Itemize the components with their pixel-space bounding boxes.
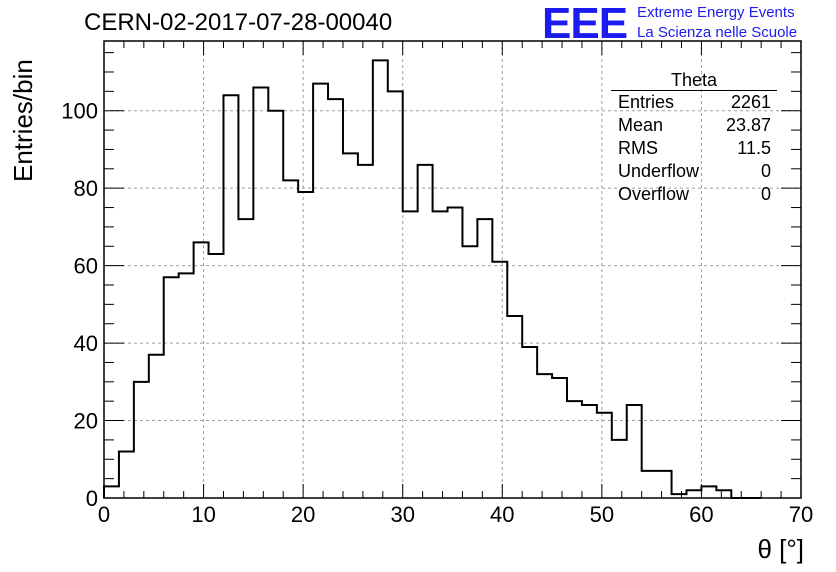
x-tick-label: 10 [191, 502, 215, 527]
histogram-bin [477, 219, 492, 498]
logo-line-2: La Scienza nelle Scuole [637, 24, 798, 41]
stats-box: Theta Entries 2261 Mean 23.87 RMS 11.5 U… [611, 70, 777, 206]
plot-frame [103, 40, 802, 499]
histogram-bin [642, 471, 657, 498]
x-axis-label: θ [°] [757, 534, 804, 564]
x-tick-label: 70 [789, 502, 813, 527]
histogram-bin [194, 242, 209, 498]
y-axis-label: Entries/bin [8, 59, 38, 182]
histogram-bin [238, 219, 253, 498]
stats-label: Overflow [618, 184, 690, 204]
x-tick-label: 50 [590, 502, 614, 527]
histogram-bin [597, 413, 612, 498]
stats-label: Mean [618, 115, 664, 135]
histogram-bin [433, 211, 448, 498]
histogram-bin [223, 95, 238, 498]
stats-row-rms: RMS 11.5 [611, 137, 777, 160]
histogram-bin [492, 262, 507, 498]
stats-label: RMS [618, 138, 658, 158]
histogram-bin [149, 355, 164, 498]
tick-labels: 0 10 20 30 40 50 60 70 0 20 40 60 80 100 [61, 99, 813, 527]
histogram-bin [164, 277, 179, 498]
logo-line-1: Extreme Energy Events [637, 4, 795, 21]
histogram-bin [701, 486, 716, 498]
x-tick-label: 0 [98, 502, 110, 527]
y-tick-label: 0 [86, 486, 98, 511]
stats-row-entries: Entries 2261 [611, 91, 777, 114]
stats-row-underflow: Underflow 0 [611, 160, 777, 183]
histogram-bin [522, 347, 537, 498]
histogram-bin [567, 401, 582, 498]
stats-row-mean: Mean 23.87 [611, 114, 777, 137]
histogram-bin [298, 192, 313, 498]
histogram-bin [627, 405, 642, 498]
eee-logo-text: Extreme Energy Events La Scienza nelle S… [637, 3, 797, 43]
stats-value: 0 [760, 161, 771, 181]
stats-value: 2261 [730, 92, 771, 112]
histogram-outline [103, 59, 762, 499]
x-tick-label: 30 [390, 502, 414, 527]
histogram-bin [104, 486, 119, 498]
histogram-bin [448, 208, 463, 498]
histogram-bin [716, 490, 731, 498]
histogram-bin [283, 180, 298, 498]
y-tick-label: 100 [61, 99, 98, 124]
histogram-bin [134, 382, 149, 498]
stats-value: 23.87 [725, 115, 771, 135]
histogram-bin [537, 374, 552, 498]
stats-label: Underflow [618, 161, 700, 181]
histogram-bin [119, 452, 134, 498]
x-tick-label: 60 [689, 502, 713, 527]
histogram-bin [657, 471, 672, 498]
histogram-bin [179, 273, 194, 498]
stats-label: Entries [618, 92, 675, 112]
stats-title: Theta [611, 70, 777, 91]
histogram-bin [388, 91, 403, 498]
histogram-bin [268, 111, 283, 498]
histogram-bin [343, 153, 358, 498]
stats-row-overflow: Overflow 0 [611, 183, 777, 206]
stats-value: 11.5 [737, 138, 771, 158]
x-tick-label: 40 [490, 502, 514, 527]
run-title: CERN-02-2017-07-28-00040 [84, 9, 393, 36]
histogram-bin [358, 165, 373, 498]
histogram-bin [373, 60, 388, 498]
histogram-bin [313, 84, 328, 498]
stats-value: 0 [760, 184, 771, 204]
y-tick-label: 80 [74, 176, 98, 201]
histogram-bin [209, 254, 224, 498]
histogram-bin [686, 490, 701, 498]
y-tick-label: 60 [74, 254, 98, 279]
y-tick-label: 40 [74, 331, 98, 356]
y-tick-label: 20 [74, 409, 98, 434]
histogram-bin [507, 316, 522, 498]
histogram-bin [328, 99, 343, 498]
histogram-bin [403, 211, 418, 498]
eee-logo: EEE [542, 0, 628, 48]
grid-lines [104, 41, 801, 498]
histogram-bin [253, 87, 268, 498]
histogram-bin [582, 405, 597, 498]
histogram-bin [612, 440, 627, 498]
x-tick-label: 20 [291, 502, 315, 527]
histogram-bin [462, 246, 477, 498]
histogram-bin [552, 378, 567, 498]
histogram-bin [418, 165, 433, 498]
